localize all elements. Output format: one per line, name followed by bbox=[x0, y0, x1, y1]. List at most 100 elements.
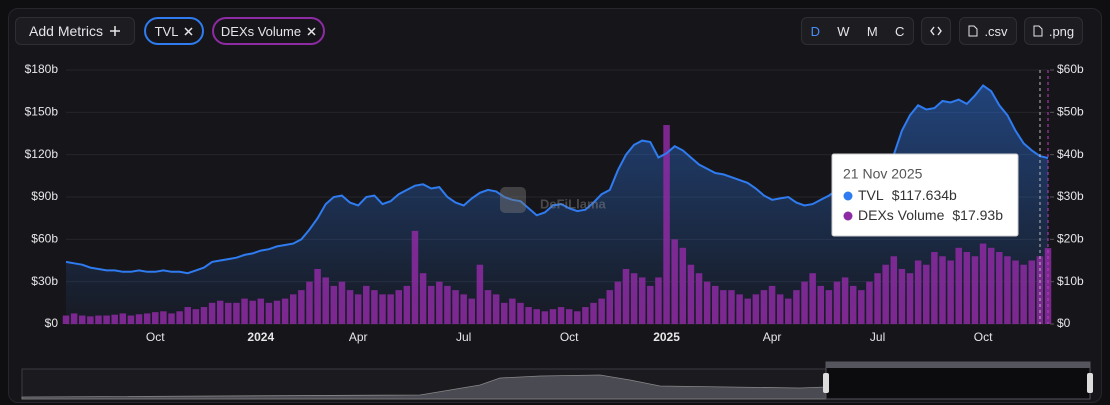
dex-bar bbox=[923, 264, 930, 324]
dex-bar bbox=[947, 260, 954, 324]
watermark-text: DeFiLlama bbox=[540, 196, 607, 211]
period-button[interactable]: D bbox=[810, 23, 821, 39]
x-tick-label: 2025 bbox=[653, 330, 680, 344]
code-icon bbox=[930, 26, 942, 36]
dex-bar bbox=[371, 290, 378, 324]
dex-bar bbox=[987, 247, 995, 324]
y-tick-label: $150b bbox=[25, 105, 59, 119]
dex-bar bbox=[452, 290, 459, 324]
dex-bar bbox=[476, 264, 484, 324]
dex-bar bbox=[289, 294, 297, 324]
tooltip-dot bbox=[843, 191, 853, 201]
dex-bar bbox=[849, 285, 857, 324]
dex-bar bbox=[208, 302, 216, 324]
y2-tick-label: $0 bbox=[1057, 316, 1071, 330]
dex-bar bbox=[825, 290, 833, 324]
y-tick-label: $30b bbox=[31, 274, 58, 288]
dex-bar bbox=[866, 281, 873, 324]
y-tick-label: $180b bbox=[25, 62, 59, 76]
dex-bar bbox=[354, 294, 362, 324]
dex-bar bbox=[817, 285, 825, 324]
x-tick-label: Apr bbox=[349, 330, 368, 344]
dex-bar bbox=[184, 307, 191, 324]
dex-bar bbox=[541, 311, 549, 324]
x-tick-label: Oct bbox=[974, 330, 993, 344]
dex-bar bbox=[679, 247, 687, 324]
add-metrics-button[interactable]: Add Metrics bbox=[15, 17, 135, 45]
plus-icon bbox=[109, 26, 120, 36]
dex-bar bbox=[996, 252, 1003, 324]
dex-bar bbox=[841, 277, 849, 324]
period-button[interactable]: M bbox=[866, 23, 878, 39]
dex-bar bbox=[225, 302, 232, 324]
dex-bar bbox=[492, 294, 500, 324]
dex-bar bbox=[752, 294, 760, 324]
file-icon bbox=[1033, 25, 1043, 37]
period-button[interactable]: C bbox=[894, 23, 905, 39]
dex-bar bbox=[330, 285, 338, 324]
watermark: DeFiLlama bbox=[500, 187, 607, 213]
dex-bar bbox=[939, 256, 946, 324]
close-icon[interactable] bbox=[307, 26, 316, 36]
dex-bar bbox=[200, 307, 208, 324]
close-icon[interactable] bbox=[184, 26, 193, 36]
dex-bar bbox=[914, 260, 922, 324]
navigator-handle[interactable] bbox=[1087, 373, 1093, 393]
dex-bar bbox=[176, 311, 183, 324]
dex-bar bbox=[363, 285, 370, 324]
navigator-scrollbar[interactable] bbox=[826, 362, 1090, 368]
dex-bar bbox=[801, 281, 808, 324]
embed-button[interactable] bbox=[921, 17, 951, 45]
navigator-handle[interactable] bbox=[823, 373, 829, 393]
y2-tick-label: $20b bbox=[1057, 232, 1084, 246]
dex-bar bbox=[736, 294, 743, 324]
dex-bar bbox=[687, 264, 695, 324]
dex-bar bbox=[119, 313, 127, 324]
tvl-area bbox=[66, 85, 1048, 324]
tooltip-dot bbox=[843, 211, 853, 221]
png-button[interactable]: .png bbox=[1024, 17, 1083, 45]
dex-bar bbox=[890, 256, 898, 324]
dex-bar bbox=[549, 309, 557, 324]
dex-bar bbox=[574, 311, 581, 324]
dex-bar bbox=[419, 273, 427, 324]
dex-bar bbox=[306, 281, 313, 324]
dex-bar bbox=[979, 243, 987, 324]
dex-bar bbox=[606, 290, 613, 324]
plot bbox=[62, 69, 1052, 325]
dex-bar bbox=[663, 125, 670, 325]
y2-tick-label: $40b bbox=[1057, 147, 1084, 161]
chip-label: TVL bbox=[154, 23, 179, 39]
dex-bar bbox=[257, 298, 265, 324]
dex-bar bbox=[760, 290, 768, 324]
tooltip-row: DEXs Volume $17.93b bbox=[858, 207, 1003, 223]
dex-bar bbox=[703, 281, 711, 324]
tooltip-box bbox=[831, 153, 1019, 237]
dex-bar bbox=[379, 294, 386, 324]
dex-bar bbox=[265, 302, 273, 324]
dex-bar bbox=[785, 298, 792, 324]
dex-chip[interactable]: DEXs Volume bbox=[212, 17, 325, 45]
dex-bar bbox=[1028, 260, 1036, 324]
tvl-chip[interactable]: TVL bbox=[144, 17, 204, 45]
dex-bar bbox=[874, 273, 881, 324]
dex-bar bbox=[192, 309, 200, 324]
y2-tick-label: $30b bbox=[1057, 189, 1084, 203]
tooltip-series-name: DEXs Volume bbox=[858, 207, 945, 223]
x-tick-label: Jul bbox=[456, 330, 471, 344]
dex-bar bbox=[525, 307, 532, 324]
dex-bar bbox=[216, 300, 224, 324]
dex-bar bbox=[898, 268, 906, 324]
period-button[interactable]: W bbox=[837, 23, 850, 39]
csv-button[interactable]: .csv bbox=[959, 17, 1017, 45]
button-label: Add Metrics bbox=[29, 23, 103, 39]
dex-bar bbox=[436, 281, 443, 324]
dex-bar bbox=[111, 314, 118, 324]
dex-bar bbox=[590, 302, 597, 324]
dex-bar bbox=[346, 290, 354, 324]
dex-bar bbox=[135, 314, 143, 324]
x-tick-label: Oct bbox=[560, 330, 579, 344]
